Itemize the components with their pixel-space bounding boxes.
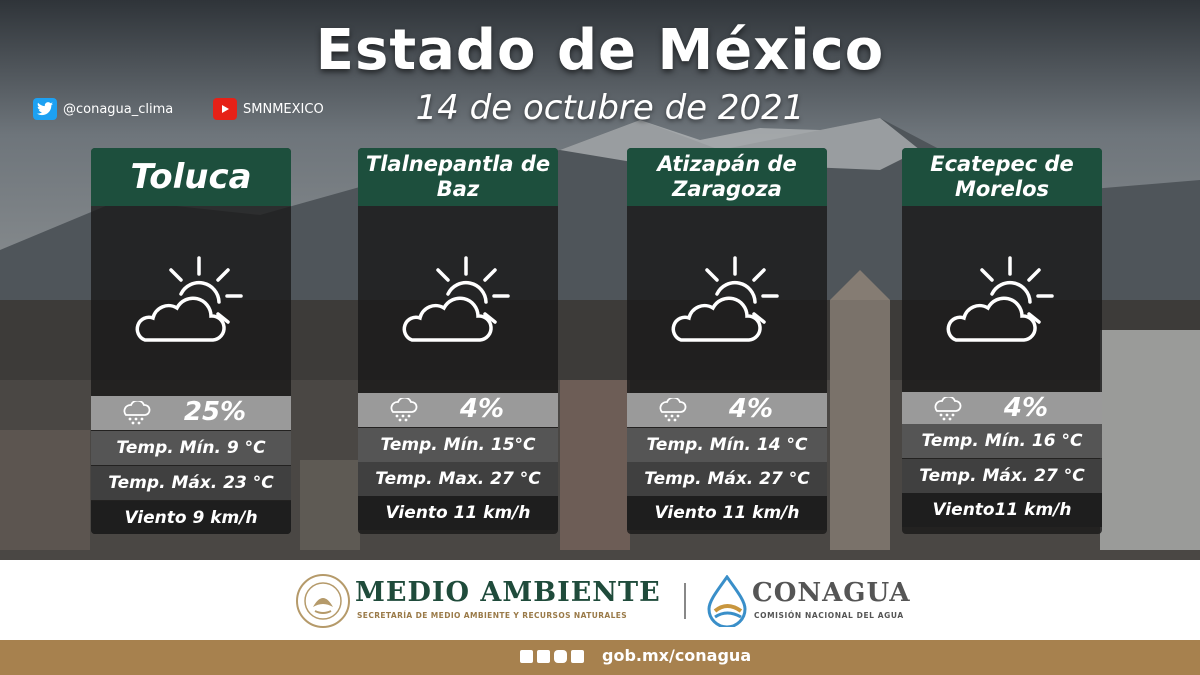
logo-divider [684, 583, 686, 619]
twitter-handle[interactable]: @conagua_clima [33, 98, 173, 120]
temp-max: Temp. Máx. 27 °C [627, 462, 827, 496]
footer-bar: gob.mx/conagua [0, 640, 1200, 675]
wind-speed: Viento 11 km/h [358, 496, 558, 530]
mexico-seal-icon [296, 574, 350, 628]
temp-max: Temp. Máx. 27 °C [902, 459, 1102, 493]
city-card-atizapan: Atizapán de Zaragoza 4% Temp. Mín. 14 °C … [627, 148, 827, 534]
conagua-drop-icon [707, 575, 747, 627]
city-name-line2: Baz [436, 177, 480, 201]
rain-cloud-icon [390, 398, 418, 422]
partly-cloudy-icon [402, 256, 510, 342]
footer-logos [0, 560, 1200, 640]
instagram-icon[interactable] [554, 650, 567, 663]
partly-cloudy-icon [671, 256, 779, 342]
city-name-line1: Ecatepec de [930, 152, 1074, 176]
conagua-subtitle: COMISIÓN NACIONAL DEL AGUA [754, 611, 904, 620]
rain-probability: 4% [902, 392, 1102, 426]
temp-min: Temp. Mín. 16 °C [902, 424, 1102, 458]
youtube-channel[interactable]: SMNMEXICO [213, 98, 324, 120]
city-name-line1: Atizapán de [657, 152, 797, 176]
youtube-label: SMNMEXICO [243, 101, 324, 117]
youtube-icon[interactable] [571, 650, 584, 663]
social-icons [520, 650, 584, 663]
city-name: Ecatepec de Morelos [902, 148, 1102, 206]
page-title: Estado de México [315, 18, 885, 83]
city-name-line1: Toluca [130, 156, 252, 197]
rain-probability-value: 25% [183, 397, 247, 427]
partly-cloudy-icon [135, 256, 243, 342]
wind-speed: Viento 9 km/h [91, 501, 291, 534]
temp-max: Temp. Máx. 23 °C [91, 466, 291, 500]
medio-ambiente-logo: MEDIO AMBIENTE [355, 577, 661, 608]
rain-probability-value: 4% [728, 394, 774, 424]
rain-cloud-icon [123, 401, 151, 425]
city-card-toluca: Toluca 25% Temp. Mín. 9 °C Temp. Máx. 23… [91, 148, 291, 534]
rain-probability: 4% [627, 393, 827, 427]
twitter-icon[interactable] [537, 650, 550, 663]
wind-speed: Viento 11 km/h [627, 496, 827, 530]
temp-min: Temp. Mín. 9 °C [91, 431, 291, 465]
wind-speed: Viento11 km/h [902, 493, 1102, 527]
rain-probability: 4% [358, 393, 558, 427]
rain-probability-value: 4% [459, 394, 505, 424]
twitter-label: @conagua_clima [63, 101, 174, 117]
city-card-tlalnepantla: Tlalnepantla de Baz 4% Temp. Mín. 15°C Te… [358, 148, 558, 534]
city-name-line1: Tlalnepantla de [365, 152, 551, 176]
rain-cloud-icon [659, 398, 687, 422]
city-name-line2: Zaragoza [672, 177, 782, 201]
youtube-icon [213, 98, 237, 120]
rain-cloud-icon [934, 397, 962, 421]
rain-probability: 25% [91, 396, 291, 430]
temp-min: Temp. Mín. 15°C [358, 428, 558, 462]
forecast-date: 14 de octubre de 2021 [415, 88, 805, 128]
city-name: Tlalnepantla de Baz [358, 148, 558, 206]
facebook-icon[interactable] [520, 650, 533, 663]
partly-cloudy-icon [946, 256, 1054, 342]
temp-max: Temp. Max. 27 °C [358, 462, 558, 496]
rain-probability-value: 4% [1003, 393, 1049, 423]
city-name-line2: Morelos [954, 177, 1050, 201]
website-link[interactable]: gob.mx/conagua [602, 646, 752, 665]
medio-ambiente-subtitle: SECRETARÍA DE MEDIO AMBIENTE Y RECURSOS … [357, 611, 628, 620]
city-name: Atizapán de Zaragoza [627, 148, 827, 206]
city-card-ecatepec: Ecatepec de Morelos 4% Temp. Mín. 16 °C T… [902, 148, 1102, 534]
twitter-icon [33, 98, 57, 120]
conagua-logo: CONAGUA [752, 578, 911, 608]
city-name: Toluca [91, 148, 291, 206]
temp-min: Temp. Mín. 14 °C [627, 428, 827, 462]
